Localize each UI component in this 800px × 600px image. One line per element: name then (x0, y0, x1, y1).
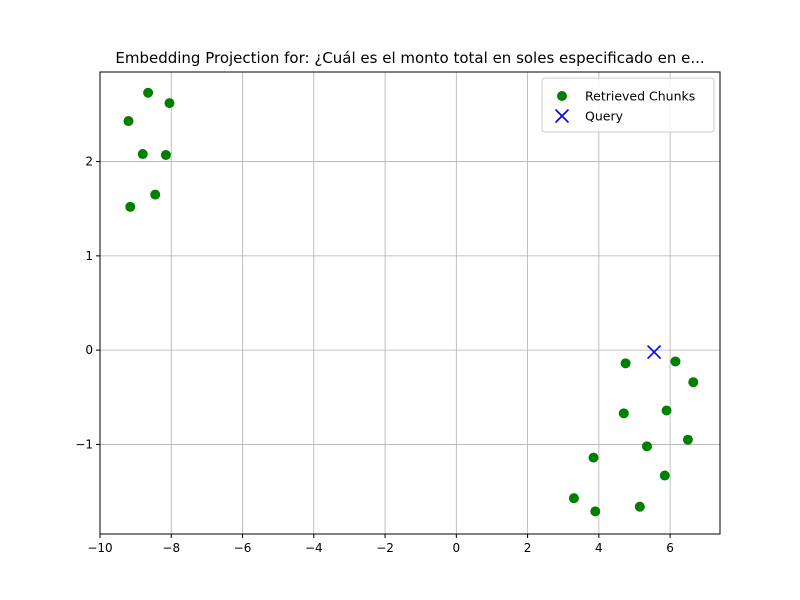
retrieved-chunk-point (588, 452, 599, 463)
x-tick-label: −6 (234, 541, 252, 555)
legend-box (541, 77, 715, 133)
x-tick-label: 0 (453, 541, 461, 555)
retrieved-chunk-point (143, 87, 154, 98)
retrieved-chunk-point (125, 201, 136, 212)
legend: Retrieved Chunks Query (541, 77, 715, 133)
x-tick-label: −2 (376, 541, 394, 555)
grid-lines (99, 72, 720, 534)
retrieved-chunk-point (670, 356, 681, 367)
retrieved-chunk-point (123, 116, 134, 127)
x-tick-label: 4 (595, 541, 603, 555)
plot-frame (99, 71, 721, 535)
legend-label: Retrieved Chunks (585, 89, 695, 104)
retrieved-chunk-point (137, 149, 148, 160)
x-tick-label: −8 (162, 541, 180, 555)
retrieved-chunk-point (150, 189, 161, 200)
retrieved-chunk-point (634, 501, 645, 512)
retrieved-chunk-point (661, 405, 672, 416)
legend-query-marker (554, 108, 570, 124)
legend-chunk-marker (557, 91, 567, 101)
query-point (647, 344, 662, 360)
y-tick-label: 2 (85, 155, 93, 169)
legend-label: Query (585, 109, 624, 124)
x-tick-label: −10 (87, 541, 112, 555)
data-points (123, 87, 699, 517)
retrieved-chunk-point (590, 506, 601, 517)
y-tick-label: 1 (85, 249, 93, 263)
retrieved-chunk-point (160, 149, 171, 160)
retrieved-chunk-point (568, 493, 579, 504)
y-tick-label: 0 (85, 343, 93, 357)
y-tick-label: −1 (75, 437, 93, 451)
chart-title: Embedding Projection for: ¿Cuál es el mo… (115, 49, 704, 67)
retrieved-chunk-point (620, 358, 631, 369)
retrieved-chunk-point (659, 470, 670, 481)
retrieved-chunk-point (641, 441, 652, 452)
x-tick-label: 2 (524, 541, 532, 555)
x-tick-label: −4 (305, 541, 323, 555)
retrieved-chunk-point (164, 98, 175, 109)
retrieved-chunk-point (682, 434, 693, 445)
retrieved-chunk-point (618, 408, 629, 419)
x-tick-label: 6 (666, 541, 674, 555)
retrieved-chunk-point (688, 377, 699, 388)
